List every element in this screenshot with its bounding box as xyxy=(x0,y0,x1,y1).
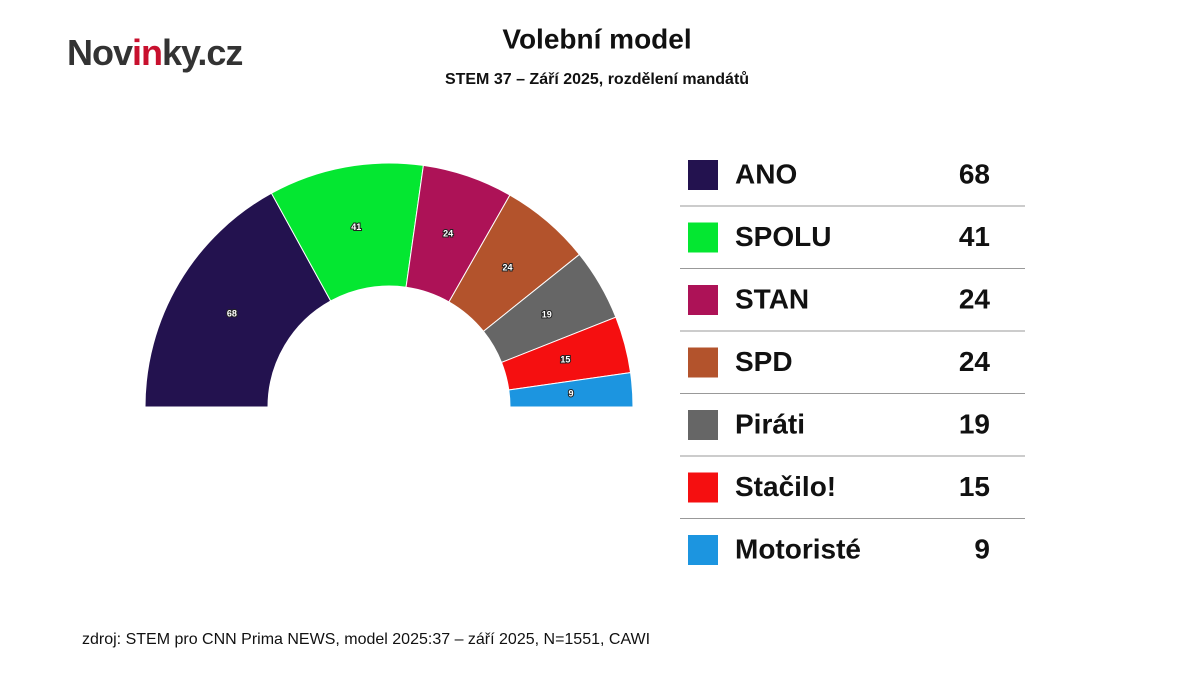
seat-segment xyxy=(144,192,332,408)
seat-segment xyxy=(508,372,634,408)
segment-label: 24 xyxy=(503,263,513,273)
logo-part: Nov xyxy=(67,32,133,73)
legend-label: SPOLU xyxy=(735,221,831,252)
legend-swatch xyxy=(688,347,718,378)
segment-label: 15 xyxy=(560,355,570,365)
legend-label: STAN xyxy=(735,283,809,314)
chart-subtitle: STEM 37 – Září 2025, rozdělení mandátů xyxy=(445,71,749,88)
source: zdroj: STEM pro CNN Prima NEWS, model 20… xyxy=(82,631,650,648)
legend-label: ANO xyxy=(735,158,797,189)
legend-swatch xyxy=(688,472,718,503)
segment-label: 9 xyxy=(569,388,574,398)
logo: Novinky.cz xyxy=(67,32,242,73)
legend-value: 68 xyxy=(959,158,990,189)
segment-label: 19 xyxy=(542,310,552,320)
legend-swatch xyxy=(688,410,718,440)
legend-value: 41 xyxy=(959,221,990,252)
logo-part: in xyxy=(132,32,162,73)
logo-part: ky.cz xyxy=(162,32,242,73)
chart-title: Volební model xyxy=(502,23,691,54)
legend-swatch xyxy=(688,222,718,253)
legend-value: 15 xyxy=(959,471,990,502)
legend-value: 24 xyxy=(959,283,991,314)
legend-swatch xyxy=(688,535,718,565)
legend-swatch xyxy=(688,160,718,190)
legend-value: 24 xyxy=(959,346,991,377)
legend-value: 19 xyxy=(959,408,990,439)
segment-label: 41 xyxy=(351,222,361,232)
legend-value: 9 xyxy=(974,533,990,564)
legend-label: Stačilo! xyxy=(735,471,836,502)
legend-label: SPD xyxy=(735,346,793,377)
legend-label: Motoristé xyxy=(735,533,861,564)
legend-swatch xyxy=(688,285,718,315)
legend-label: Piráti xyxy=(735,408,805,439)
segment-label: 68 xyxy=(227,308,237,318)
segment-label: 24 xyxy=(443,229,453,239)
